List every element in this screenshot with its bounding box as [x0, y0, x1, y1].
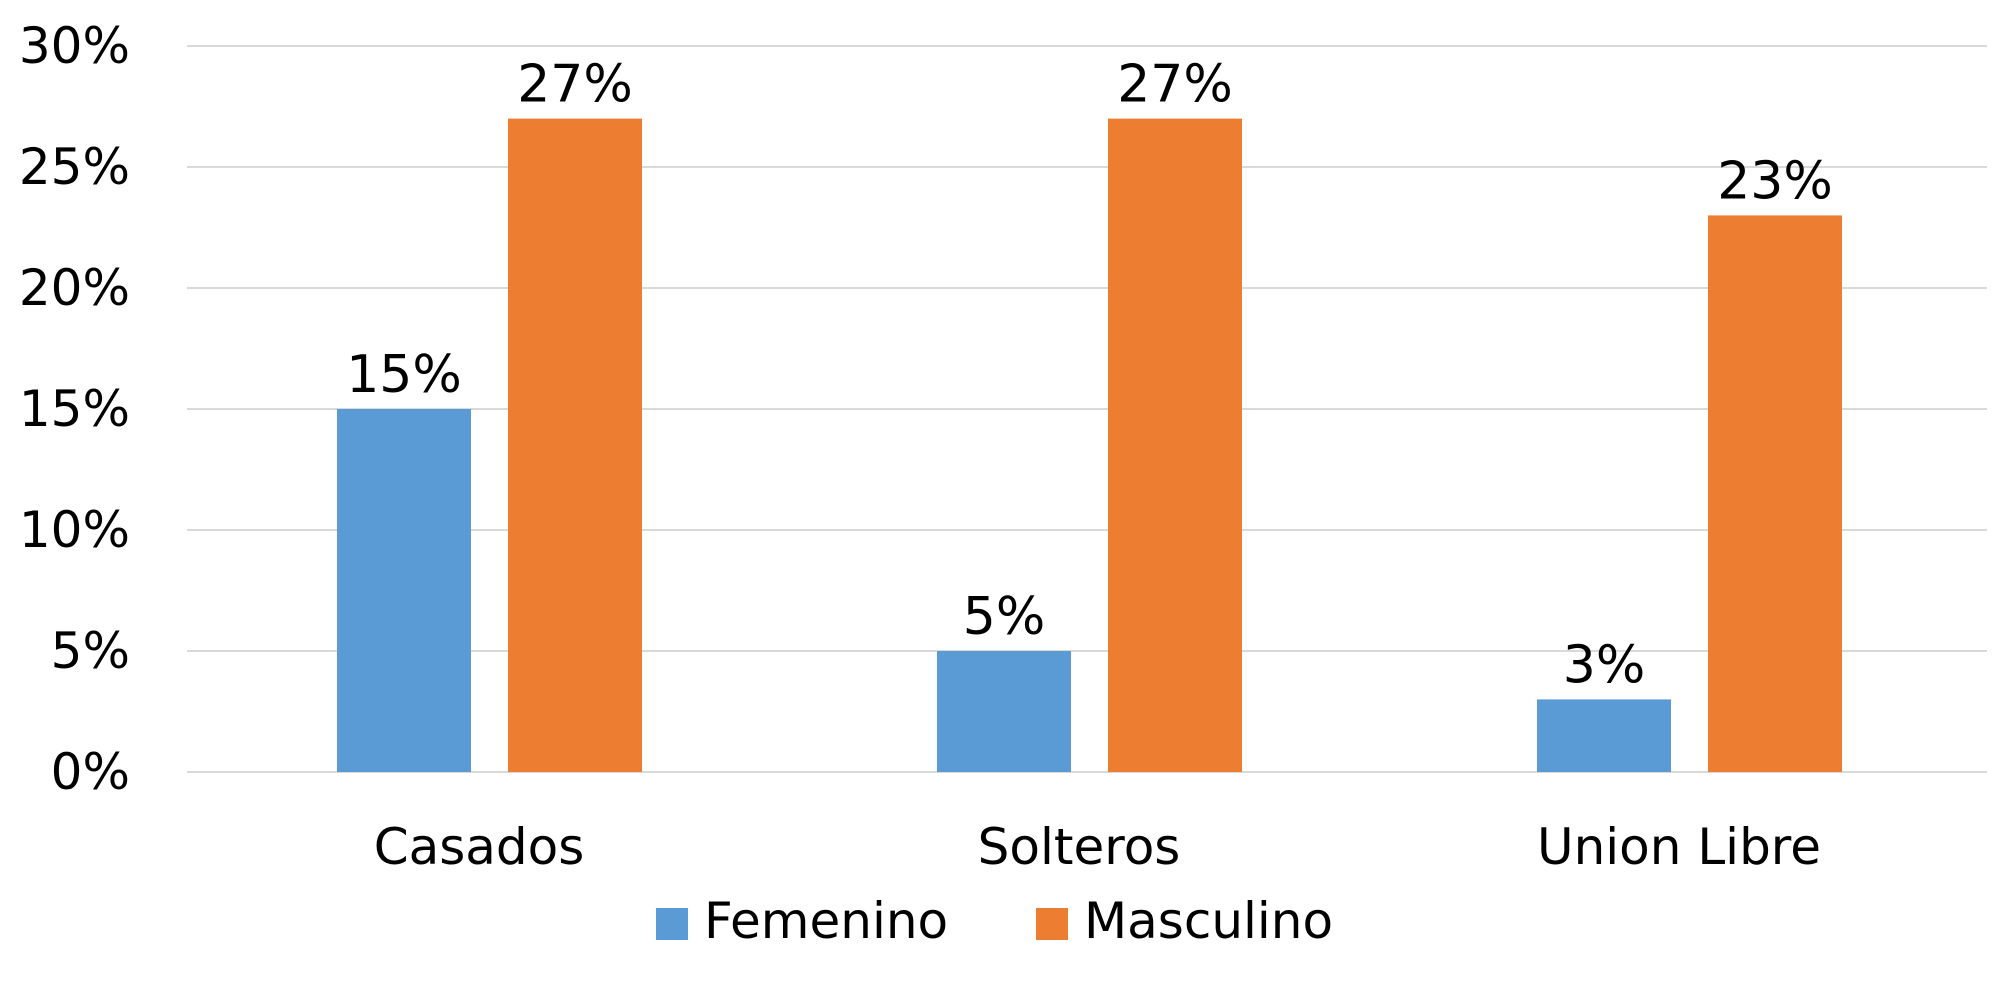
data-label: 5% [963, 587, 1046, 647]
bar-masculino-solteros [1108, 118, 1242, 773]
bar-femenino-casados [337, 409, 471, 772]
bars [337, 118, 1842, 773]
y-tick-label: 15% [19, 380, 130, 438]
y-tick-label: 10% [19, 501, 130, 559]
legend-label-femenino: Femenino [704, 892, 948, 950]
gridlines [187, 45, 1987, 773]
bar-masculino-union-libre [1708, 215, 1842, 772]
data-label: 27% [517, 55, 633, 115]
y-tick-label: 5% [51, 622, 130, 680]
bar-femenino-solteros [937, 651, 1071, 772]
bar-masculino-casados [508, 118, 642, 773]
y-tick-label: 30% [19, 17, 130, 75]
y-tick-label: 0% [51, 743, 130, 801]
legend: Femenino Masculino [656, 892, 1333, 950]
x-category-label: Casados [374, 818, 585, 876]
data-label: 15% [346, 345, 462, 405]
data-label: 27% [1117, 55, 1233, 115]
y-tick-label: 25% [19, 138, 130, 196]
y-axis-ticks: 0% 5% 10% 15% 20% 25% 30% [19, 17, 130, 801]
legend-swatch-masculino [1036, 908, 1068, 940]
legend-swatch-femenino [656, 908, 688, 940]
x-category-label: Solteros [978, 818, 1181, 876]
x-category-label: Union Libre [1537, 818, 1821, 876]
bar-femenino-union-libre [1537, 699, 1671, 772]
data-labels: 15% 5% 3% 27% 27% 23% [346, 55, 1833, 696]
legend-label-masculino: Masculino [1084, 892, 1333, 950]
data-label: 3% [1563, 635, 1646, 695]
data-label: 23% [1717, 151, 1833, 211]
y-tick-label: 20% [19, 259, 130, 317]
x-axis-categories: Casados Solteros Union Libre [374, 818, 1821, 876]
